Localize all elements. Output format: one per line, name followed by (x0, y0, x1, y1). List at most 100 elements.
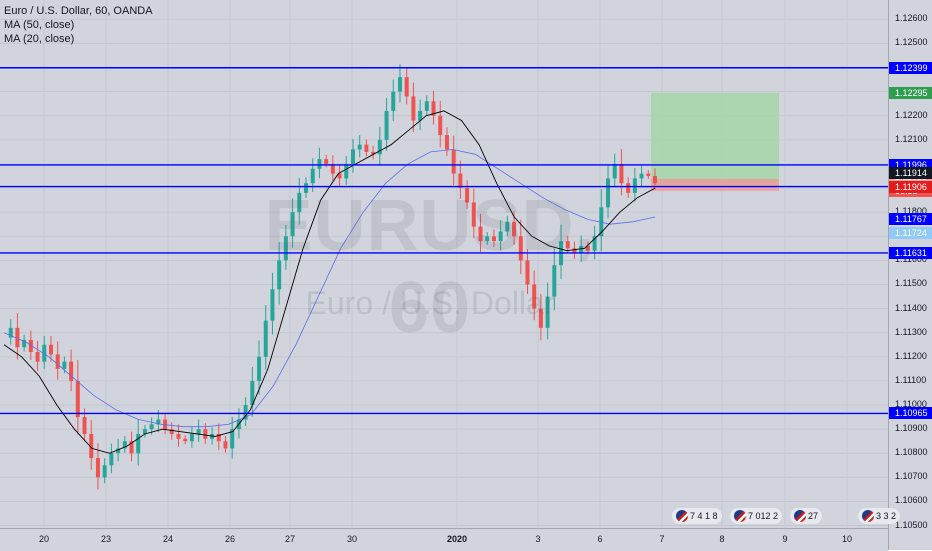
legend-ma20[interactable]: MA (20, close) (4, 33, 75, 45)
legend-symbol[interactable]: Euro / U.S. Dollar, 60, OANDA (4, 5, 153, 17)
watermark-ticker: EURUSD, 60 (264, 186, 596, 348)
candle-body (183, 438, 188, 442)
price-axis[interactable]: 1.126001.125001.124001.123001.122001.121… (888, 0, 932, 550)
candle-body (82, 417, 87, 434)
candle-body (384, 110, 389, 140)
time-label: 9 (782, 534, 788, 544)
flag-icon (676, 510, 688, 522)
candle-body (545, 296, 550, 328)
event-badge[interactable]: 7 012 2 (730, 508, 783, 524)
time-label: 20 (38, 534, 50, 544)
candle-body (371, 151, 376, 155)
candle-body (304, 183, 309, 193)
candle-body (283, 236, 288, 261)
price-tick: 1.11800 (895, 206, 927, 217)
candle-body (324, 159, 329, 164)
time-label: 30 (346, 534, 358, 544)
stop-zone (651, 178, 779, 191)
time-label: 27 (284, 534, 296, 544)
price-tick: 1.12100 (895, 133, 928, 144)
candle-body (505, 221, 510, 232)
candle-body (89, 433, 94, 459)
candle-body (451, 149, 456, 174)
candle-body (391, 91, 396, 111)
candle-body (632, 178, 637, 193)
candle-body (552, 265, 557, 297)
candle-body (28, 339, 33, 352)
time-label: 10 (841, 534, 853, 544)
legend-ma50[interactable]: MA (50, close) (4, 19, 75, 31)
candle-body (411, 96, 416, 121)
candle-body (62, 361, 67, 369)
event-badge[interactable]: 27 (790, 508, 823, 524)
time-axis[interactable]: 20 23 24 26 27 30 2020 3 6 7 8 9 10 (0, 528, 888, 551)
candle-body (337, 173, 342, 179)
price-tag: 1.11724 (889, 227, 932, 240)
price-tag: 1.11631 (889, 246, 932, 259)
candle-body (579, 245, 584, 254)
candle-body (169, 429, 174, 434)
candle-body (243, 405, 248, 420)
candle-body (599, 207, 604, 237)
candle-body (109, 453, 114, 466)
event-text: 3 3 2 (876, 511, 897, 521)
candle-body (310, 168, 315, 184)
flag-icon (734, 510, 746, 522)
candle-body (142, 429, 147, 434)
candle-body (22, 339, 27, 348)
candle-body (122, 441, 127, 449)
price-tick: 1.12600 (895, 13, 928, 24)
candle-body (176, 433, 181, 439)
candle-body (149, 424, 154, 430)
candle-body (619, 163, 624, 184)
candle-body (478, 226, 483, 242)
price-tick: 1.11600 (895, 254, 927, 265)
candle-body (592, 236, 597, 251)
candle-body (8, 327, 13, 338)
candle-body (438, 115, 443, 136)
candle-body (404, 77, 409, 97)
candle-body (75, 380, 80, 418)
price-tick: 1.12500 (895, 37, 928, 48)
event-badge[interactable]: 7 4 1 8 (672, 508, 722, 524)
price-tag: 1.11767 (889, 213, 932, 226)
candle-body (189, 433, 194, 442)
candle-body (498, 231, 503, 242)
candle-body (612, 163, 617, 179)
price-tick: 1.10800 (895, 447, 928, 458)
candle-body (250, 380, 255, 406)
price-tick: 1.11300 (895, 326, 927, 337)
time-label: 6 (597, 534, 603, 544)
candle-body (458, 173, 463, 189)
time-label: 8 (719, 534, 725, 544)
candle-body (532, 284, 537, 309)
plot-area[interactable] (0, 0, 888, 528)
candle-body (465, 188, 470, 203)
candle-body (344, 163, 349, 179)
event-badge[interactable]: 3 3 2 (858, 508, 901, 524)
candle-body (230, 429, 235, 449)
event-text: 27 (808, 511, 819, 521)
time-label: 24 (162, 534, 174, 544)
price-tag: 1.12399 (889, 61, 932, 74)
candle-body (42, 344, 47, 362)
candle-body (512, 221, 517, 237)
candle-body (431, 101, 436, 116)
price-tag: 1.11914 (889, 166, 932, 179)
candle-body (525, 260, 530, 285)
watermark-name: Euro / U.S. Dollar (305, 285, 555, 321)
flag-icon (794, 510, 806, 522)
time-label: 2020 (446, 534, 468, 544)
candle-body (196, 429, 201, 434)
candle-body (377, 139, 382, 155)
candle-body (317, 159, 322, 169)
candle-body (95, 458, 100, 478)
candle-body (69, 361, 74, 381)
price-tick: 1.11500 (895, 278, 927, 289)
candle-body (15, 327, 20, 348)
time-label: 7 (659, 534, 665, 544)
candle-body (424, 101, 429, 111)
candle-body (485, 236, 490, 242)
candle-body (350, 149, 355, 164)
